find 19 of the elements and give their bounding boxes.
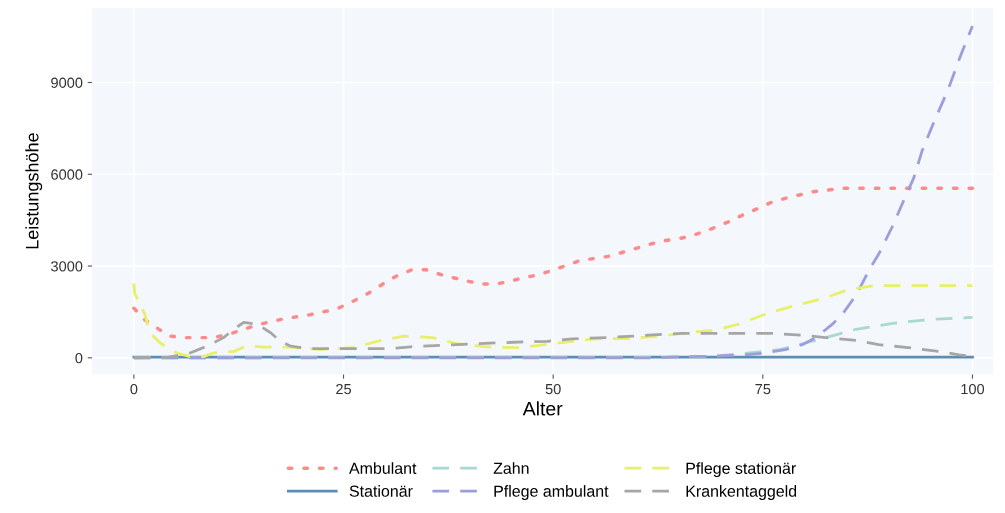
y-tick-label: 6000 <box>51 169 83 180</box>
x-tick-label: 0 <box>130 383 138 395</box>
y-tick-label: 0 <box>75 352 83 364</box>
y-tick-label: 3000 <box>51 261 83 272</box>
x-tick-label: 75 <box>755 384 771 395</box>
legend-label: Krankentaggeld <box>686 485 797 500</box>
x-tick-label: 100 <box>961 383 985 395</box>
line-series <box>132 282 974 358</box>
x-axis-title: Alter <box>522 401 563 416</box>
legend-label: Ambulant <box>349 462 417 474</box>
x-tick-label: 50 <box>545 383 561 395</box>
legend-label: Pflege ambulant <box>494 485 609 500</box>
legend-label: Zahn <box>493 462 529 474</box>
y-tick-label: 9000 <box>51 77 83 88</box>
legend-label: Stationär <box>349 485 413 497</box>
legend-label: Pflege stationär <box>686 462 796 478</box>
x-tick-label: 25 <box>336 383 352 395</box>
line-series <box>132 186 975 340</box>
y-axis-title: Leistungshöhe <box>25 133 43 249</box>
